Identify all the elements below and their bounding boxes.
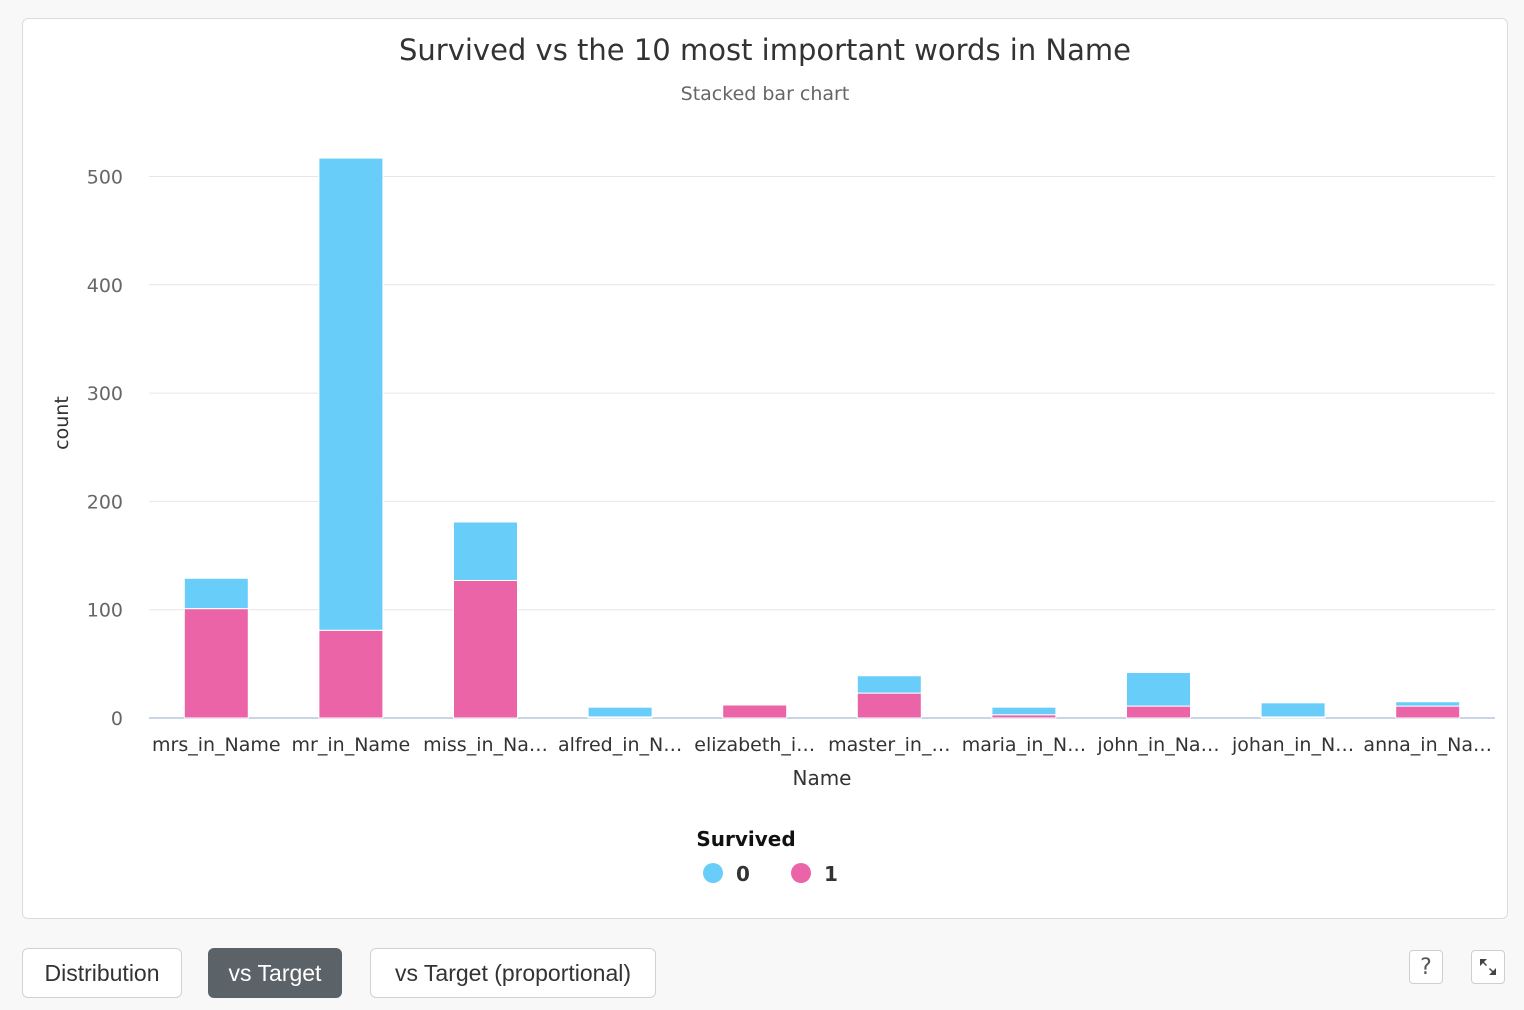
- bar-segment: [1126, 672, 1191, 707]
- help-icon[interactable]: ?: [1409, 950, 1443, 984]
- x-tick-label: johan_in_N…: [1231, 734, 1354, 756]
- x-tick-label: anna_in_Na…: [1363, 734, 1492, 756]
- x-tick-label: john_in_Na…: [1096, 734, 1219, 756]
- y-tick-label: 0: [111, 708, 123, 730]
- stacked-bar-chart: 0 100 200 300 400 500 count mrs_in_Name mr_in_Na…: [51, 157, 1495, 886]
- legend-label-1: 1: [824, 862, 838, 886]
- bar-segment: [453, 521, 518, 581]
- legend-label-0: 0: [736, 862, 750, 886]
- bar-segment: [856, 675, 922, 694]
- x-tick-label: mr_in_Name: [292, 734, 411, 756]
- expand-icon[interactable]: [1471, 950, 1505, 984]
- x-tick-label: mrs_in_Name: [152, 734, 281, 756]
- bar-segment: [1395, 705, 1461, 719]
- bar-segment: [183, 608, 249, 719]
- bar-segment: [1260, 702, 1326, 718]
- tab-distribution[interactable]: Distribution: [22, 948, 182, 998]
- bar-segment: [587, 706, 653, 718]
- y-tick-label: 100: [87, 600, 123, 622]
- legend-marker-0: [703, 863, 723, 883]
- y-tick-label: 400: [87, 275, 123, 297]
- x-tick-label: master_in_…: [828, 734, 950, 756]
- x-tick-label: elizabeth_i…: [694, 734, 815, 756]
- bar-segment: [318, 629, 384, 719]
- bar-segment: [722, 704, 788, 719]
- y-tick-label: 200: [87, 491, 123, 513]
- y-tick-label: 300: [87, 383, 123, 405]
- x-axis-title: Name: [792, 766, 851, 790]
- legend-marker-1: [791, 863, 811, 883]
- x-tick-label: miss_in_Na…: [423, 734, 548, 756]
- bar-segment: [318, 157, 384, 631]
- bar-segment: [1126, 705, 1191, 719]
- tab-vs-target-proportional[interactable]: vs Target (proportional): [370, 948, 656, 998]
- y-tick-label: 500: [87, 167, 123, 189]
- expand-arrows-icon: [1480, 959, 1496, 975]
- y-axis-title: count: [51, 396, 73, 450]
- tab-vs-target[interactable]: vs Target: [208, 948, 342, 998]
- chart-subtitle: Stacked bar chart: [680, 83, 850, 105]
- chart-card: Survived vs the 10 most important words …: [22, 18, 1508, 919]
- x-tick-label: alfred_in_N…: [558, 734, 682, 756]
- chart-title: Survived vs the 10 most important words …: [399, 33, 1131, 67]
- help-icon-glyph: ?: [1420, 954, 1432, 980]
- bar-segment: [1395, 701, 1461, 707]
- bar-segment: [183, 577, 249, 610]
- legend-title: Survived: [696, 827, 795, 851]
- x-tick-label: maria_in_N…: [962, 734, 1086, 756]
- bar-segment: [856, 692, 922, 719]
- bar-segment: [453, 579, 518, 719]
- bar-segment: [991, 706, 1057, 716]
